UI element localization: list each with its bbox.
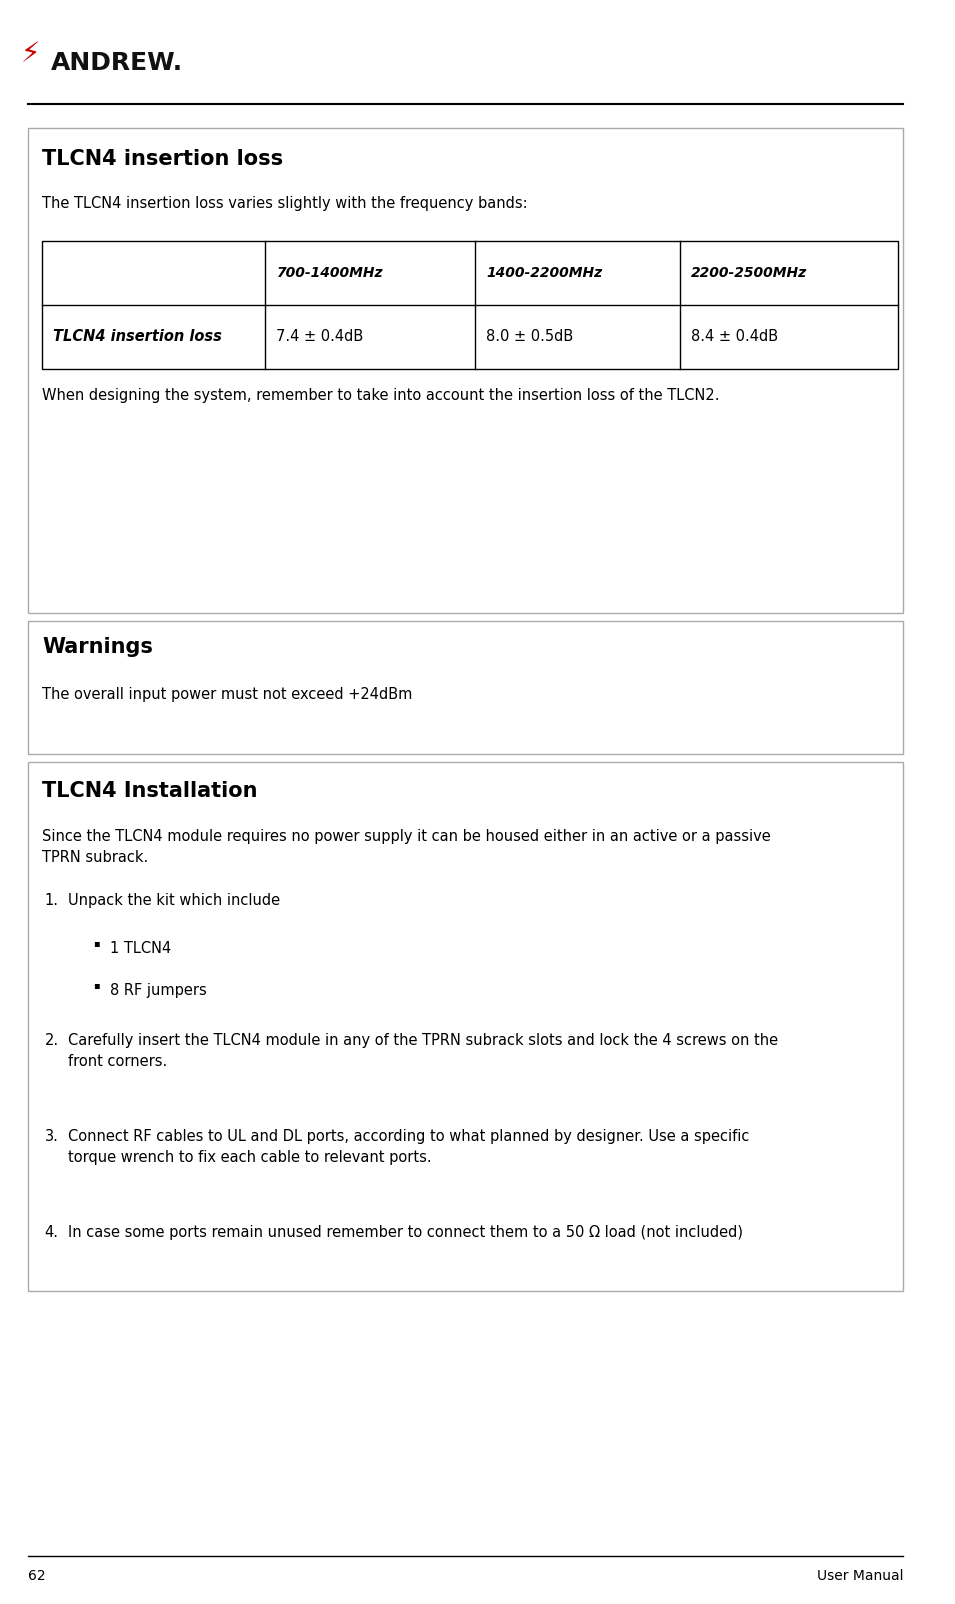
Text: Connect RF cables to UL and DL ports, according to what planned by designer. Use: Connect RF cables to UL and DL ports, ac… bbox=[68, 1129, 750, 1165]
Text: When designing the system, remember to take into account the insertion loss of t: When designing the system, remember to t… bbox=[42, 388, 719, 403]
Bar bbox=[28, 621, 903, 754]
Text: 4.: 4. bbox=[45, 1225, 58, 1240]
Text: 62: 62 bbox=[28, 1569, 46, 1583]
Text: 1.: 1. bbox=[45, 893, 58, 908]
Text: 8 RF jumpers: 8 RF jumpers bbox=[110, 983, 206, 998]
Text: User Manual: User Manual bbox=[817, 1569, 903, 1583]
Text: TLCN4 Installation: TLCN4 Installation bbox=[42, 781, 258, 800]
Text: Unpack the kit which include: Unpack the kit which include bbox=[68, 893, 280, 908]
Text: ⚡: ⚡ bbox=[20, 40, 40, 67]
Text: In case some ports remain unused remember to connect them to a 50 Ω load (not in: In case some ports remain unused remembe… bbox=[68, 1225, 743, 1240]
Text: Carefully insert the TLCN4 module in any of the TPRN subrack slots and lock the : Carefully insert the TLCN4 module in any… bbox=[68, 1033, 778, 1070]
Text: 2.: 2. bbox=[45, 1033, 59, 1047]
Text: Since the TLCN4 module requires no power supply it can be housed either in an ac: Since the TLCN4 module requires no power… bbox=[42, 829, 771, 865]
Text: 8.0 ± 0.5dB: 8.0 ± 0.5dB bbox=[486, 329, 573, 345]
Text: 8.4 ± 0.4dB: 8.4 ± 0.4dB bbox=[690, 329, 778, 345]
Text: 700-1400MHz: 700-1400MHz bbox=[277, 266, 383, 279]
Text: ▪: ▪ bbox=[93, 980, 99, 990]
Text: TLCN4 insertion loss: TLCN4 insertion loss bbox=[53, 329, 222, 345]
Text: 2200-2500MHz: 2200-2500MHz bbox=[690, 266, 807, 279]
Text: Warnings: Warnings bbox=[42, 637, 153, 656]
Text: TLCN4 insertion loss: TLCN4 insertion loss bbox=[42, 149, 283, 168]
Text: 7.4 ± 0.4dB: 7.4 ± 0.4dB bbox=[277, 329, 364, 345]
Text: The overall input power must not exceed +24dBm: The overall input power must not exceed … bbox=[42, 687, 413, 701]
Text: ANDREW.: ANDREW. bbox=[52, 51, 183, 75]
Text: 3.: 3. bbox=[45, 1129, 58, 1144]
Bar bbox=[42, 241, 899, 369]
Bar bbox=[28, 762, 903, 1291]
Text: 1 TLCN4: 1 TLCN4 bbox=[110, 942, 171, 956]
Text: The TLCN4 insertion loss varies slightly with the frequency bands:: The TLCN4 insertion loss varies slightly… bbox=[42, 196, 527, 210]
Bar bbox=[28, 128, 903, 613]
Text: 1400-2200MHz: 1400-2200MHz bbox=[486, 266, 603, 279]
Text: ▪: ▪ bbox=[93, 938, 99, 948]
